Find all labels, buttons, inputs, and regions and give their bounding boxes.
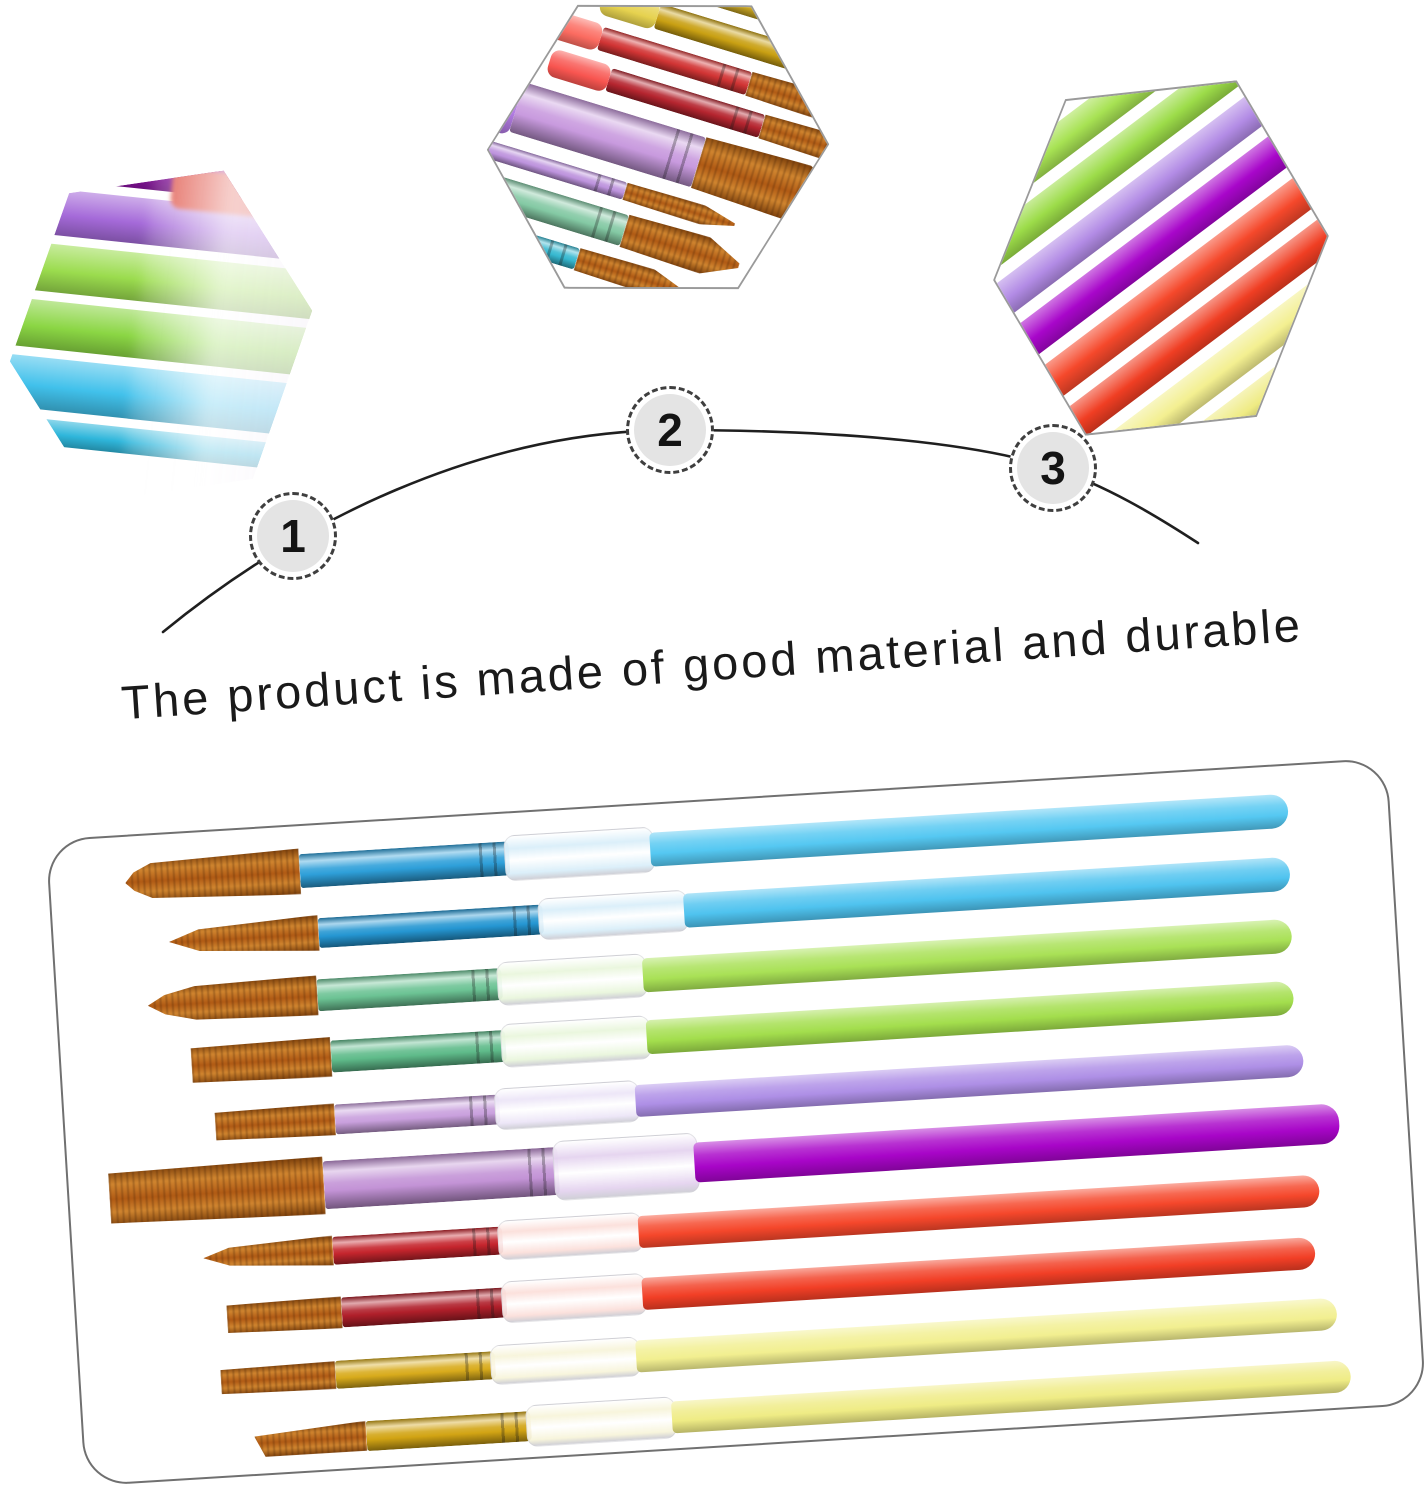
hexagon-border bbox=[482, 0, 834, 298]
step-badge-2: 2 bbox=[626, 386, 714, 474]
brush-tip-bristles bbox=[802, 7, 832, 66]
brush-ferrule bbox=[298, 841, 511, 889]
brush-ferrule bbox=[365, 1410, 533, 1451]
brush-bristles bbox=[147, 975, 319, 1025]
brush-tip-bristles bbox=[816, 51, 832, 115]
brush-grip bbox=[536, 889, 690, 941]
brush-tray bbox=[45, 757, 1424, 1487]
tips-closeup-photo bbox=[484, 0, 832, 296]
brush-ferrule bbox=[322, 1147, 561, 1210]
brush-grip bbox=[493, 1079, 641, 1131]
brush-bristles bbox=[226, 1296, 343, 1335]
step-number: 1 bbox=[280, 510, 306, 562]
brush-grip bbox=[496, 1211, 644, 1261]
brush-grip bbox=[551, 1132, 701, 1202]
brush-tip-rows bbox=[484, 0, 832, 296]
step-badge-disc: 1 bbox=[257, 500, 329, 572]
brush-tip-grip bbox=[529, 5, 604, 52]
brush-grip bbox=[489, 1336, 642, 1386]
handle-stripes bbox=[983, 77, 1340, 439]
brush-bristles bbox=[254, 1421, 368, 1458]
step-badge-1: 1 bbox=[249, 492, 337, 580]
brush-ferrule bbox=[330, 1030, 507, 1073]
step-badge-disc: 2 bbox=[634, 394, 706, 466]
brush-bristles bbox=[124, 849, 301, 906]
brush-ferrule bbox=[340, 1287, 508, 1328]
brush-bristles bbox=[220, 1361, 336, 1396]
handles-closeup-photo bbox=[983, 77, 1340, 439]
brush-tip-grip bbox=[545, 48, 612, 93]
grips-closeup-fill bbox=[0, 163, 330, 509]
brush-rows bbox=[48, 760, 1424, 1485]
brush-bristles bbox=[202, 1235, 334, 1273]
inset-tips-closeup bbox=[482, 0, 834, 298]
brush-ferrule bbox=[316, 968, 504, 1012]
inset-handles-closeup bbox=[980, 75, 1341, 442]
hexagon-border bbox=[980, 75, 1341, 442]
brush-bristles bbox=[108, 1156, 326, 1227]
brush-grip bbox=[495, 953, 649, 1007]
frosted-grip-overlay bbox=[116, 163, 330, 509]
step-number: 2 bbox=[657, 404, 683, 456]
brush-ferrule bbox=[332, 1226, 504, 1265]
slogan-text: The product is made of good material and… bbox=[119, 597, 1305, 730]
brush-ferrule bbox=[334, 1351, 497, 1390]
brush-ferrule bbox=[334, 1094, 501, 1135]
brush-ferrule bbox=[317, 904, 545, 948]
brush-bristles bbox=[168, 915, 320, 960]
inset-grips-closeup bbox=[0, 163, 330, 509]
brush-grip bbox=[524, 1395, 678, 1447]
grips-closeup-photo bbox=[0, 163, 330, 509]
brush-bristles bbox=[190, 1037, 332, 1085]
brush-bristles bbox=[214, 1103, 336, 1142]
brush-grip bbox=[500, 1272, 648, 1324]
step-badge-disc: 3 bbox=[1017, 432, 1089, 504]
brush-grip bbox=[499, 1015, 653, 1069]
step-number: 3 bbox=[1040, 442, 1066, 494]
step-badge-3: 3 bbox=[1009, 424, 1097, 512]
brush-grip bbox=[503, 826, 656, 882]
